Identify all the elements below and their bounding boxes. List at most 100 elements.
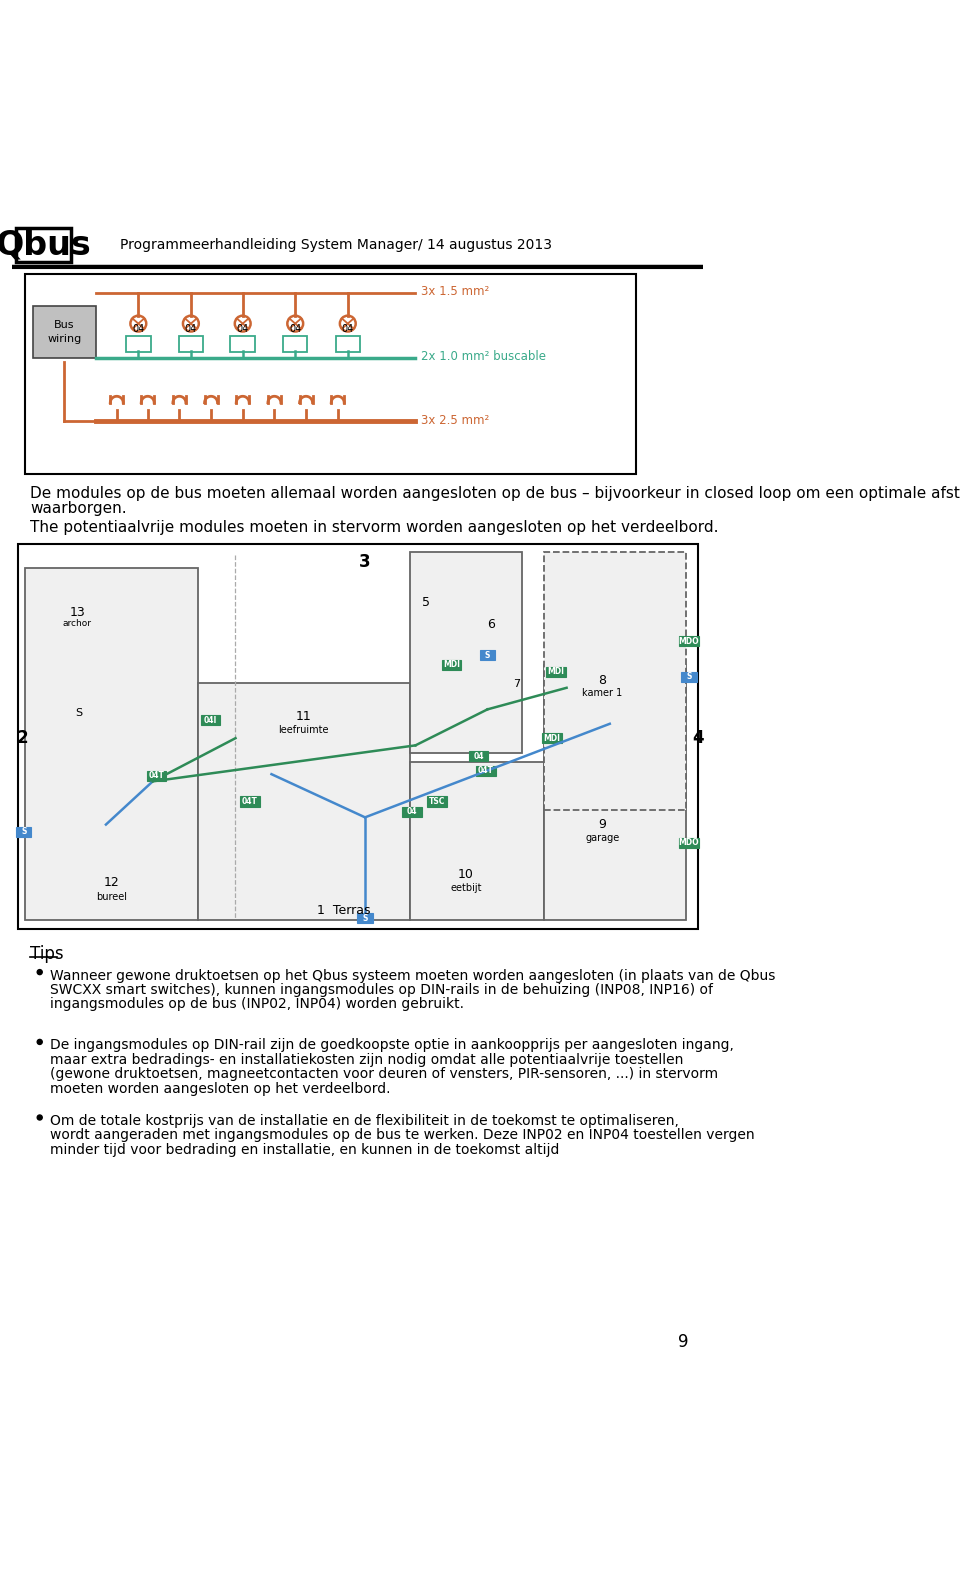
- Text: waarborgen.: waarborgen.: [31, 501, 127, 517]
- Text: S: S: [485, 651, 491, 660]
- FancyBboxPatch shape: [442, 660, 461, 670]
- FancyBboxPatch shape: [682, 672, 697, 683]
- FancyBboxPatch shape: [16, 826, 32, 837]
- Text: Qbus: Qbus: [0, 229, 91, 262]
- Text: S: S: [686, 673, 691, 681]
- Text: 04: 04: [132, 324, 144, 335]
- FancyBboxPatch shape: [201, 716, 220, 725]
- Text: 3: 3: [359, 553, 371, 570]
- Text: 13: 13: [69, 605, 85, 619]
- Bar: [543, 665, 686, 920]
- FancyBboxPatch shape: [16, 228, 71, 262]
- FancyBboxPatch shape: [147, 771, 166, 781]
- Text: 04T: 04T: [478, 766, 493, 776]
- Circle shape: [183, 316, 199, 332]
- FancyBboxPatch shape: [480, 651, 495, 660]
- Text: S: S: [76, 708, 83, 717]
- Text: 6: 6: [487, 618, 495, 630]
- Text: 5: 5: [422, 596, 430, 610]
- FancyBboxPatch shape: [240, 796, 259, 806]
- Text: 04I: 04I: [204, 716, 217, 725]
- FancyBboxPatch shape: [283, 337, 307, 352]
- Text: 9: 9: [599, 818, 607, 831]
- Text: 04: 04: [342, 324, 354, 335]
- Text: Tips: Tips: [31, 945, 64, 962]
- Text: 04T: 04T: [149, 771, 164, 781]
- Circle shape: [131, 316, 146, 332]
- Text: 4: 4: [692, 730, 704, 747]
- Text: S: S: [21, 828, 27, 836]
- FancyBboxPatch shape: [546, 667, 565, 676]
- FancyBboxPatch shape: [542, 733, 562, 743]
- Text: De ingangsmodules op DIN-rail zijn de goedkoopste optie in aankoopprijs per aang: De ingangsmodules op DIN-rail zijn de go…: [50, 1038, 733, 1052]
- Circle shape: [37, 1040, 42, 1044]
- Text: garage: garage: [586, 833, 620, 842]
- Bar: [411, 553, 522, 752]
- FancyBboxPatch shape: [230, 337, 255, 352]
- Bar: [25, 567, 198, 920]
- FancyBboxPatch shape: [126, 337, 151, 352]
- Text: wordt aangeraden met ingangsmodules op de bus te werken. Deze INP02 en INP04 toe: wordt aangeraden met ingangsmodules op d…: [50, 1128, 755, 1142]
- Text: 04T: 04T: [242, 796, 258, 806]
- Text: 10: 10: [458, 869, 474, 882]
- Text: eetbijt: eetbijt: [450, 883, 482, 893]
- Text: archor: archor: [62, 618, 91, 627]
- FancyBboxPatch shape: [357, 913, 372, 923]
- Text: 2x 1.0 mm² buscable: 2x 1.0 mm² buscable: [421, 351, 546, 363]
- Text: S: S: [362, 913, 368, 923]
- Text: Om de totale kostprijs van de installatie en de flexibiliteit in de toekomst te : Om de totale kostprijs van de installati…: [50, 1114, 679, 1128]
- Text: 3x 2.5 mm²: 3x 2.5 mm²: [421, 414, 490, 427]
- FancyBboxPatch shape: [336, 337, 360, 352]
- Text: bureel: bureel: [96, 891, 127, 902]
- Text: The potentiaalvrije modules moeten in stervorm worden aangesloten op het verdeel: The potentiaalvrije modules moeten in st…: [31, 520, 719, 536]
- Text: leefruimte: leefruimte: [278, 725, 329, 735]
- Circle shape: [37, 1115, 42, 1120]
- Text: 3x 1.5 mm²: 3x 1.5 mm²: [421, 286, 490, 299]
- Text: MDI: MDI: [543, 733, 561, 743]
- Text: Wanneer gewone druktoetsen op het Qbus systeem moeten worden aangesloten (in pla: Wanneer gewone druktoetsen op het Qbus s…: [50, 969, 775, 983]
- Circle shape: [340, 316, 356, 332]
- Text: Programmeerhandleiding System Manager/ 14 augustus 2013: Programmeerhandleiding System Manager/ 1…: [120, 239, 552, 253]
- Bar: [543, 553, 686, 811]
- Bar: [33, 307, 96, 359]
- Text: 1  Terras: 1 Terras: [317, 904, 371, 918]
- FancyBboxPatch shape: [680, 837, 699, 847]
- Text: 2: 2: [16, 730, 28, 747]
- Text: kamer 1: kamer 1: [583, 687, 623, 698]
- FancyBboxPatch shape: [179, 337, 204, 352]
- Bar: [25, 273, 636, 474]
- FancyBboxPatch shape: [427, 796, 446, 806]
- FancyBboxPatch shape: [680, 637, 699, 646]
- Text: SWCXX smart switches), kunnen ingangsmodules op DIN-rails in de behuizing (INP08: SWCXX smart switches), kunnen ingangsmod…: [50, 983, 712, 997]
- Text: MDI: MDI: [443, 660, 460, 670]
- Text: minder tijd voor bedrading en installatie, en kunnen in de toekomst altijd: minder tijd voor bedrading en installati…: [50, 1142, 559, 1157]
- Text: De modules op de bus moeten allemaal worden aangesloten op de bus – bijvoorkeur : De modules op de bus moeten allemaal wor…: [31, 487, 960, 501]
- Text: 04: 04: [473, 752, 484, 760]
- Bar: [411, 762, 543, 920]
- Bar: [198, 683, 411, 920]
- FancyBboxPatch shape: [402, 806, 421, 817]
- Text: 04: 04: [407, 807, 417, 817]
- Text: Bus
wiring: Bus wiring: [47, 321, 82, 344]
- Text: maar extra bedradings- en installatiekosten zijn nodig omdat alle potentiaalvrij: maar extra bedradings- en installatiekos…: [50, 1052, 684, 1066]
- Circle shape: [287, 316, 303, 332]
- Circle shape: [235, 316, 251, 332]
- Text: 7: 7: [513, 679, 519, 689]
- Text: 04: 04: [289, 324, 301, 335]
- Text: TSC: TSC: [429, 796, 445, 806]
- Text: MDI: MDI: [547, 667, 564, 676]
- Text: MDO: MDO: [679, 637, 699, 646]
- Circle shape: [37, 970, 42, 975]
- Text: 12: 12: [104, 875, 120, 888]
- Text: 04: 04: [184, 324, 197, 335]
- Text: 11: 11: [296, 709, 312, 724]
- Text: 9: 9: [679, 1334, 689, 1351]
- Text: moeten worden aangesloten op het verdeelbord.: moeten worden aangesloten op het verdeel…: [50, 1081, 391, 1095]
- Text: 8: 8: [599, 675, 607, 687]
- Text: 04: 04: [236, 324, 249, 335]
- Bar: [18, 544, 698, 929]
- Text: (gewone druktoetsen, magneetcontacten voor deuren of vensters, PIR-sensoren, ...: (gewone druktoetsen, magneetcontacten vo…: [50, 1066, 718, 1081]
- FancyBboxPatch shape: [469, 750, 489, 762]
- Text: ingangsmodules op de bus (INP02, INP04) worden gebruikt.: ingangsmodules op de bus (INP02, INP04) …: [50, 997, 464, 1011]
- FancyBboxPatch shape: [476, 766, 495, 776]
